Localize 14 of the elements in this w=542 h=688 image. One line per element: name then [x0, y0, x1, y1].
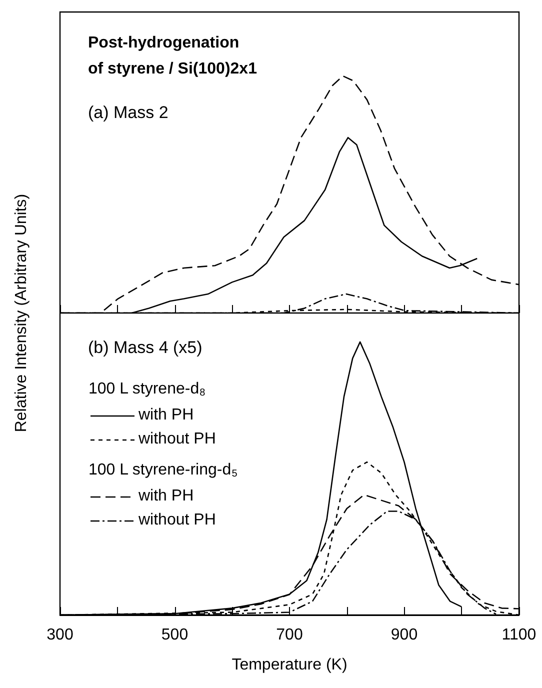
x-tick-label: 900	[390, 626, 418, 644]
legend-label: with PH	[138, 406, 194, 424]
annotation: (a) Mass 2	[88, 103, 168, 122]
x-tick-label: 1100	[502, 626, 536, 644]
x-tick-label: 500	[161, 626, 188, 644]
x-tick-label: 700	[276, 626, 303, 644]
legend-label: without PH	[138, 430, 216, 448]
legend-label: without PH	[138, 512, 216, 528]
x-tick-label: 300	[46, 626, 74, 644]
x-axis-title: Temperature (K)	[232, 656, 348, 674]
y-axis-title: Relative Intensity (Arbitrary Units)	[13, 194, 31, 432]
annotation: (b) Mass 4 (x5)	[88, 338, 202, 357]
chart-title: Post-hydrogenation of styrene / Si(100)2x1	[88, 34, 258, 78]
legend-label: with PH	[138, 488, 194, 504]
